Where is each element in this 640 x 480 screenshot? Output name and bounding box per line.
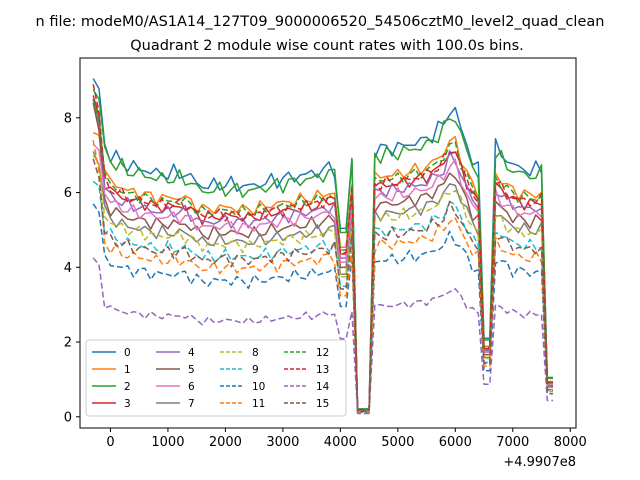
legend-label-7: 7 bbox=[188, 398, 195, 410]
series-line-1 bbox=[92, 132, 553, 411]
legend-label-11: 11 bbox=[252, 398, 265, 410]
legend-label-1: 1 bbox=[124, 364, 131, 376]
x-tick-label: 3000 bbox=[266, 435, 299, 450]
series-line-10 bbox=[92, 203, 553, 413]
series-line-14 bbox=[92, 257, 553, 415]
legend-label-9: 9 bbox=[252, 364, 259, 376]
legend-label-10: 10 bbox=[252, 381, 265, 393]
series-line-2 bbox=[92, 89, 553, 410]
legend-label-6: 6 bbox=[188, 381, 195, 393]
series-line-9 bbox=[92, 180, 553, 413]
legend-label-5: 5 bbox=[188, 364, 195, 376]
series-line-12 bbox=[92, 98, 553, 411]
series-line-11 bbox=[92, 140, 553, 413]
y-tick-label: 4 bbox=[64, 261, 72, 276]
y-tick-label: 6 bbox=[64, 186, 72, 201]
x-tick-label: 5000 bbox=[381, 435, 414, 450]
legend-frame bbox=[85, 339, 347, 417]
series-line-8 bbox=[92, 154, 553, 412]
legend-label-14: 14 bbox=[316, 381, 330, 393]
series-line-0 bbox=[92, 78, 553, 410]
x-tick-label: 8000 bbox=[554, 435, 587, 450]
x-tick-label: 1000 bbox=[151, 435, 184, 450]
series-line-3 bbox=[92, 95, 553, 411]
legend-label-4: 4 bbox=[188, 347, 195, 359]
legend-label-3: 3 bbox=[124, 398, 131, 410]
x-tick-label: 7000 bbox=[496, 435, 529, 450]
legend-label-15: 15 bbox=[316, 398, 329, 410]
x-tick-label: 4000 bbox=[324, 435, 357, 450]
legend-label-0: 0 bbox=[124, 347, 131, 359]
series-line-13 bbox=[92, 84, 553, 411]
suptitle: n file: modeM0/AS1A14_127T09_9000006520_… bbox=[36, 14, 605, 30]
legend-label-2: 2 bbox=[124, 381, 131, 393]
series-line-6 bbox=[92, 143, 553, 412]
series-line-15 bbox=[92, 158, 553, 413]
x-tick-label: 6000 bbox=[439, 435, 472, 450]
x-tick-label: 2000 bbox=[209, 435, 242, 450]
y-tick-label: 8 bbox=[64, 111, 72, 126]
series-line-7 bbox=[92, 151, 553, 412]
legend-label-13: 13 bbox=[316, 364, 329, 376]
chart-title: Quadrant 2 module wise count rates with … bbox=[130, 38, 524, 54]
y-tick-label: 2 bbox=[64, 336, 72, 351]
series-line-5 bbox=[92, 102, 553, 412]
x-tick-label: 0 bbox=[106, 435, 114, 450]
plot-frame bbox=[79, 57, 577, 429]
x-offset-label: +4.9907e8 bbox=[503, 455, 576, 470]
legend-label-8: 8 bbox=[252, 347, 259, 359]
y-tick-label: 0 bbox=[64, 410, 72, 425]
legend-label-12: 12 bbox=[316, 347, 329, 359]
